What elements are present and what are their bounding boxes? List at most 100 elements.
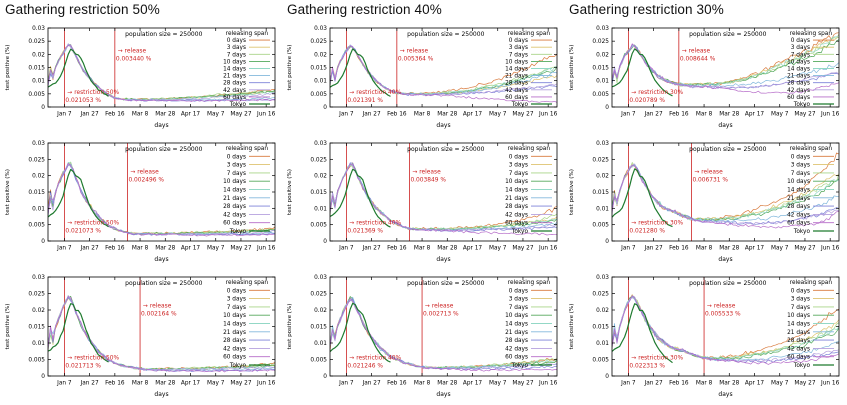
x-axis-label: days	[154, 391, 168, 398]
legend-label: 0 days	[227, 154, 246, 160]
release-label: → release	[118, 48, 147, 54]
y-tick-label: 0.015	[28, 66, 45, 72]
chart-cell-0: Gathering restriction 50% Jan 7 Jan 27 Feb …	[0, 0, 282, 136]
x-tick-label: Feb 16	[105, 246, 125, 252]
x-tick-label: Mar 28	[155, 112, 175, 118]
chart-6-svg: Jan 7 Jan 27 Feb 16 Mar 8 Mar 28 Apr 17 May 7 M…	[5, 275, 276, 398]
population-label: population size = 250000	[689, 146, 766, 153]
restriction-label: → restriction 30%	[631, 221, 683, 227]
y-tick-label: 0.03	[314, 26, 327, 32]
y-axis-label: test positive (%)	[5, 45, 11, 91]
series-line-Tokyo	[330, 302, 391, 363]
chart-cell-2: Gathering restriction 30% Jan 7 Jan 27 Feb …	[564, 0, 846, 136]
y-tick-label: 0.025	[310, 292, 327, 298]
y-tick-label: 0.03	[314, 141, 327, 147]
series-line-21-days	[48, 163, 275, 236]
series-line-Tokyo	[330, 168, 391, 228]
x-tick-label: Jun 16	[820, 112, 840, 118]
y-tick-label: 0	[41, 374, 45, 380]
legend-label: 42 days	[223, 88, 246, 94]
y-tick-label: 0.02	[314, 308, 327, 314]
y-axis-label: test positive (%)	[569, 45, 575, 91]
x-tick-label: May 27	[794, 112, 816, 118]
series-line-14-days	[48, 162, 275, 236]
x-tick-label: Mar 28	[719, 246, 739, 252]
legend-label: 0 days	[509, 38, 528, 44]
y-tick-label: 0.02	[596, 52, 609, 58]
y-tick-label: 0	[605, 374, 609, 380]
legend-label: 28 days	[787, 204, 810, 210]
series-line-60-days	[612, 43, 839, 94]
legend-label: 42 days	[505, 212, 528, 218]
y-tick-label: 0.025	[592, 292, 609, 298]
legend-label: 21 days	[223, 196, 246, 202]
y-tick-label: 0.01	[596, 206, 609, 212]
legend-label: 60 days	[787, 95, 810, 101]
restriction-value: 0.021280 %	[629, 229, 665, 235]
y-tick-label: 0	[323, 105, 327, 111]
restriction-value: 0.021369 %	[347, 229, 383, 235]
y-tick-label: 0.03	[596, 275, 609, 281]
chart-1-svg: Jan 7 Jan 27 Feb 16 Mar 8 Mar 28 Apr 17 May 7 M…	[287, 26, 558, 129]
x-tick-label: Mar 8	[132, 246, 149, 252]
y-tick-label: 0	[323, 374, 327, 380]
x-tick-label: Jan 27	[80, 381, 99, 387]
y-tick-label: 0.01	[32, 79, 45, 85]
y-tick-label: 0.005	[28, 358, 45, 364]
legend-label: 28 days	[505, 81, 528, 87]
legend-label: 3 days	[791, 45, 810, 51]
series-group	[48, 43, 275, 102]
legend-label: 60 days	[223, 95, 246, 101]
series-line-60-days	[48, 44, 275, 102]
restriction-value: 0.021391 %	[347, 98, 383, 104]
series-group	[612, 152, 839, 229]
restriction-label: → restriction 40%	[349, 356, 401, 362]
legend-label: 60 days	[505, 95, 528, 101]
y-tick-label: 0.005	[592, 358, 609, 364]
series-line-Tokyo	[612, 303, 673, 364]
x-tick-label: Jan 7	[338, 246, 354, 252]
legend-label: 7 days	[227, 52, 246, 58]
series-line-Tokyo	[612, 168, 673, 228]
legend-label: 28 days	[505, 204, 528, 210]
legend-label: 21 days	[223, 74, 246, 80]
legend-label: 7 days	[509, 171, 528, 177]
legend-label: Tokyo	[511, 229, 529, 235]
legend-title: releasing span	[226, 146, 269, 152]
y-tick-label: 0.03	[32, 141, 45, 147]
x-tick-label: Jan 27	[644, 381, 663, 387]
y-tick-label: 0	[323, 239, 327, 245]
legend-label: 60 days	[223, 221, 246, 227]
restriction-label: → restriction 50%	[67, 221, 119, 227]
y-tick-label: 0.02	[32, 52, 45, 58]
release-value: 0.006731 %	[692, 177, 728, 183]
x-tick-label: Jan 7	[338, 381, 354, 387]
y-tick-label: 0.025	[310, 39, 327, 45]
release-label: → release	[425, 304, 454, 310]
x-axis-label: days	[718, 122, 732, 129]
x-tick-label: Apr 17	[463, 246, 483, 252]
population-label: population size = 250000	[125, 31, 202, 38]
y-tick-label: 0.005	[592, 223, 609, 229]
legend-label: 10 days	[787, 313, 810, 319]
x-tick-label: Apr 17	[745, 381, 765, 387]
series-line-42-days	[48, 43, 275, 101]
y-tick-label: 0	[605, 239, 609, 245]
x-tick-label: Jan 27	[80, 112, 99, 118]
x-tick-label: May 7	[771, 246, 789, 252]
legend-label: 28 days	[223, 204, 246, 210]
x-tick-label: May 27	[794, 381, 816, 387]
series-group	[330, 44, 557, 103]
x-tick-label: Mar 8	[696, 246, 713, 252]
y-tick-label: 0	[605, 105, 609, 111]
release-label: → release	[400, 48, 429, 54]
y-tick-label: 0.015	[592, 190, 609, 196]
y-tick-label: 0.005	[592, 92, 609, 98]
legend-label: 42 days	[505, 346, 528, 352]
legend-label: 42 days	[787, 346, 810, 352]
series-line-Tokyo	[330, 48, 391, 97]
x-tick-label: May 7	[489, 381, 507, 387]
y-tick-label: 0.02	[32, 308, 45, 314]
series-line-Tokyo	[612, 48, 673, 97]
population-label: population size = 250000	[407, 146, 484, 153]
